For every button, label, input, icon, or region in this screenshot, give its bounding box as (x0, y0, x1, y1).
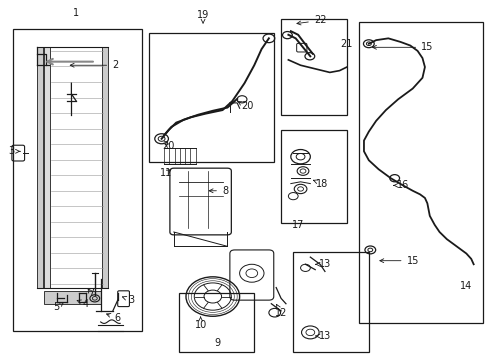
Text: 16: 16 (393, 180, 408, 190)
Bar (281, 19, 346, 116)
Bar (44, 291, 101, 304)
Bar (358, 22, 483, 323)
Text: 9: 9 (214, 338, 220, 348)
Text: 12: 12 (274, 305, 286, 318)
Text: 15: 15 (372, 42, 433, 52)
Text: 8: 8 (209, 186, 227, 196)
Bar (281, 130, 346, 223)
Bar (37, 47, 43, 288)
Text: 5: 5 (54, 302, 63, 312)
Text: 20: 20 (237, 102, 253, 112)
Bar (13, 30, 142, 330)
Text: 18: 18 (313, 179, 328, 189)
Text: 20: 20 (163, 141, 175, 151)
Text: 17: 17 (291, 220, 304, 230)
Text: 7: 7 (88, 288, 94, 298)
Text: 11: 11 (160, 168, 172, 178)
Bar (102, 47, 108, 288)
Bar (293, 252, 368, 352)
Bar (178, 293, 254, 352)
Text: 13: 13 (315, 331, 330, 341)
Text: 2: 2 (70, 60, 118, 70)
Text: 22: 22 (296, 15, 325, 26)
Text: 15: 15 (379, 256, 418, 266)
Text: 6: 6 (106, 313, 121, 323)
Text: 4: 4 (77, 299, 89, 309)
Text: 21: 21 (340, 39, 352, 49)
Text: 19: 19 (197, 10, 209, 23)
Text: 1: 1 (73, 8, 79, 18)
Text: 3: 3 (122, 295, 134, 305)
Text: 14: 14 (459, 281, 471, 291)
Text: 13: 13 (315, 259, 330, 269)
Text: 10: 10 (194, 317, 206, 330)
Bar (44, 47, 50, 288)
Bar (149, 33, 273, 162)
Text: 3: 3 (8, 146, 20, 156)
